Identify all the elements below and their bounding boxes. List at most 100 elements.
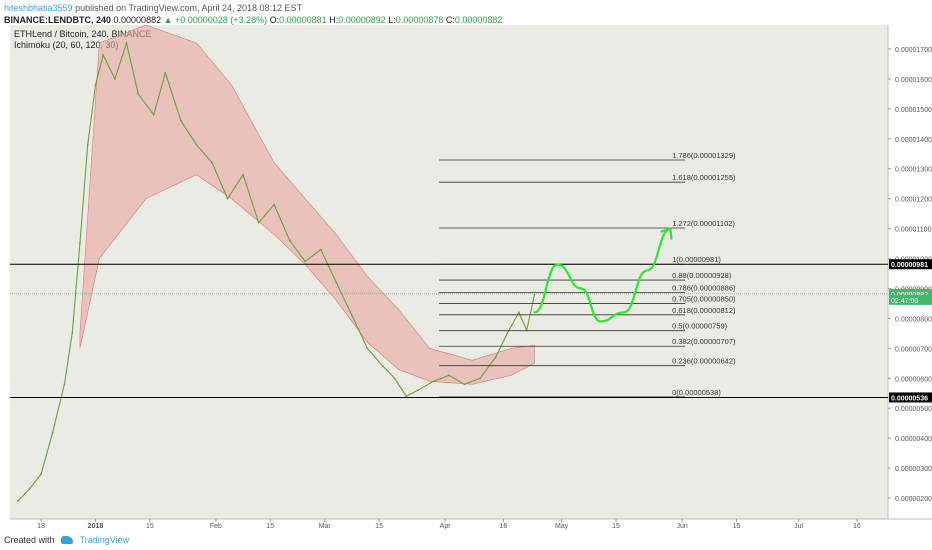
price-point-29 [393,377,396,380]
price-point-8 [94,83,97,86]
x-tick-label-4: 15 [266,523,274,530]
price-point-22 [288,239,291,242]
price-point-16 [195,143,198,146]
y-tick-label-10: 0.00000700 [895,346,932,353]
x-tick-label-10: 15 [612,523,620,530]
price-point-12 [137,92,140,95]
price-point-6 [79,242,81,245]
price-point-26 [350,314,353,317]
price-point-20 [257,221,260,224]
high-value: 0.00000892 [338,15,386,25]
price-point-33 [448,374,450,377]
publish-info: hiteshbhatia3559 published on TradingVie… [4,3,302,13]
y-tick-label-9: 0.00000800 [895,316,932,323]
footer: Created with TradingView [4,535,129,545]
fib-label-6: 0.705(0.00000850) [672,294,736,303]
x-tick-label-3: Feb [210,523,222,530]
price-point-19 [242,173,244,176]
price-point-5 [71,332,74,335]
ichimoku-cloud [79,25,535,385]
chart-title: ETHLend / Bitcoin, 240, BINANCE [14,29,152,39]
low-label: L: [388,15,396,25]
price-point-31 [417,389,419,392]
price-point-7 [86,143,89,146]
x-tick-label-8: 16 [499,523,507,530]
fib-label-7: 0.618(0.00000812) [672,306,736,315]
y-tick-label-6: 0.00001100 [895,227,932,234]
x-tick-label-1: 2018 [88,523,104,530]
price-point-17 [211,161,213,164]
y-tick-label-5: 0.00001200 [895,197,932,204]
created-with-text: Created with [4,535,55,545]
price-point-0 [16,500,19,502]
high-label: H: [329,15,339,25]
fib-label-10: 0.236(0.00000642) [672,357,736,366]
hline-tag-bg-1 [889,392,932,403]
y-tick-label-2: 0.00001500 [895,107,932,114]
y-tick-label-0: 0.00001700 [895,47,932,54]
x-tick-label-12: 15 [733,523,741,530]
price-marker-bg-0 [889,288,932,299]
price-point-24 [319,248,322,251]
price-point-27 [366,347,369,350]
price-point-32 [432,380,435,383]
ohlc-bar: BINANCE:LENDBTC, 240 0.00000882 ▲ +0.000… [4,15,502,25]
price-point-38 [518,311,520,314]
price-point-10 [113,77,116,80]
fib-label-3: 1(0.00000981) [672,255,721,264]
price-point-14 [164,72,167,74]
projection-arrowhead [660,227,673,240]
published-text: published on TradingView.com, April 24, … [75,3,303,13]
price-point-35 [479,377,481,380]
y-tick-label-1: 0.00001600 [895,77,932,84]
fib-label-0: 1.786(0.00001329) [672,151,736,160]
open-value: 0.00000881 [279,15,327,25]
price-point-25 [335,281,338,284]
price-scale-background [888,25,932,519]
hline-tag-label-0: 0.00000981 [891,262,928,269]
tradingview-logo-icon [61,536,74,544]
price-point-3 [51,431,54,434]
price-point-1 [28,488,31,490]
price-point-36 [494,356,497,359]
x-tick-label-9: May [555,523,569,530]
y-tick-label-14: 0.00000300 [895,466,932,473]
y-tick-label-4: 0.00001300 [895,167,932,174]
low-value: 0.00000878 [395,15,444,25]
hline-tag-bg-0 [889,259,932,270]
price-point-11 [125,42,128,44]
x-tick-label-7: Apr [440,523,452,530]
tradingview-brand-link[interactable]: TradingView [79,535,130,545]
y-tick-label-3: 0.00001400 [895,137,932,144]
indicator-label: Ichimoku (20, 60, 120, 30) [14,40,119,50]
price-point-37 [506,332,509,335]
price-point-30 [405,395,408,398]
price-point-34 [463,383,466,386]
fib-label-4: 0.88(0.00000928) [672,271,732,280]
price-point-9 [102,54,105,56]
price-point-28 [382,365,384,368]
x-tick-label-13: Jul [794,523,803,530]
fib-label-8: 0.5(0.00000759) [672,322,728,331]
fib-label-9: 0.382(0.00000707) [672,337,736,346]
x-tick-label-5: Mar [319,523,332,530]
y-tick-label-13: 0.00000400 [895,436,932,443]
close-label: C: [445,15,455,25]
price-point-13 [152,113,155,116]
price-point-23 [304,260,307,263]
y-tick-label-12: 0.00000500 [895,406,932,413]
hline-tag-label-1: 0.00000536 [891,395,928,402]
price-marker-label-1: 02:47:00 [891,298,918,305]
x-tick-label-6: 15 [375,523,383,530]
x-tick-label-0: 18 [37,523,45,530]
author-link[interactable]: hiteshbhatia3559 [4,3,73,13]
x-tick-label-14: 16 [853,523,861,530]
price-point-21 [273,203,276,206]
chart-canvas[interactable]: ETHLend / Bitcoin, 240, BINANCEIchimoku … [0,25,932,530]
price-point-15 [180,119,182,122]
x-tick-label-11: Jun [676,523,687,530]
symbol-label: BINANCE:LENDBTC, 240 [4,15,112,25]
last-price: 0.00000882 [113,15,162,25]
projection-path [533,227,672,323]
y-tick-label-15: 0.00000200 [895,496,932,503]
